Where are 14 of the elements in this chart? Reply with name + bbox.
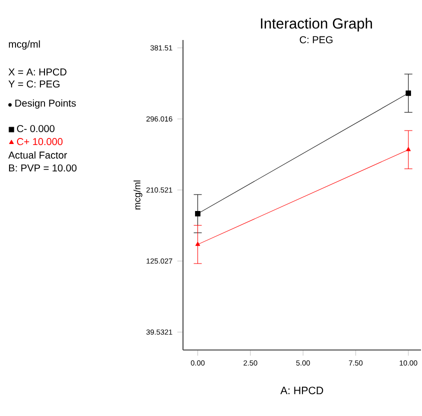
text: Design Points xyxy=(15,99,76,109)
text: B: PVP = 10.00 xyxy=(9,164,77,172)
text: X = A: HPCD xyxy=(8,68,66,76)
point xyxy=(406,90,412,96)
chart-subtitle: C: PEG xyxy=(300,36,332,44)
y-axis-title: mcg/ml xyxy=(134,180,142,210)
point xyxy=(195,211,200,216)
legend-label: C+ 10.000 xyxy=(17,138,63,146)
legend-label: C- 0.000 xyxy=(17,125,54,132)
text: Y = C: PEG xyxy=(8,80,60,88)
x-axis-title: A: HPCD xyxy=(280,386,324,394)
text: mcg/ml xyxy=(8,40,40,50)
chart-title: Interaction Graph xyxy=(260,18,372,32)
text: Actual Factor xyxy=(8,151,67,159)
